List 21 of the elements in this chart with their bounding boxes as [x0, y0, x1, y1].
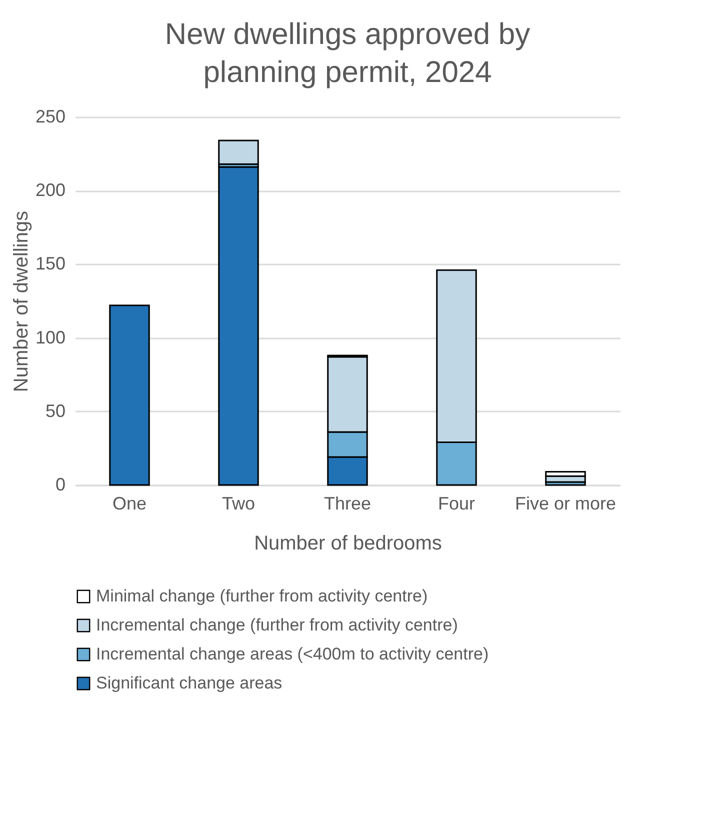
bar: [218, 140, 259, 165]
x-tick-label: One: [112, 494, 147, 514]
bar: [109, 304, 150, 486]
legend-label: Minimal change (further from activity centre): [96, 586, 428, 606]
y-tick-label: 100: [35, 327, 66, 348]
x-tick-label: Five or more: [514, 494, 616, 514]
y-tick-label: 250: [35, 106, 66, 126]
y-tick-label: 150: [35, 254, 66, 274]
x-tick-label: Three: [324, 494, 372, 514]
x-tick-label: Four: [438, 494, 476, 514]
bar: [218, 166, 259, 486]
y-axis-title: Number of dwellings: [10, 210, 32, 392]
x-tick-label: Two: [222, 494, 256, 514]
x-axis-title: Number of bedrooms: [254, 532, 442, 554]
legend-label: Significant change areas: [96, 674, 282, 692]
legend-label: Incremental change areas (<400m to activity centre): [96, 644, 489, 664]
y-tick-label: 50: [45, 400, 66, 421]
chart-title: New dwellings approved by planning permit, 2024: [164, 18, 530, 89]
y-tick-label: 0: [55, 474, 66, 494]
y-tick-label: 200: [35, 180, 66, 200]
legend-label: Incremental change (further from activity centre): [96, 616, 458, 634]
